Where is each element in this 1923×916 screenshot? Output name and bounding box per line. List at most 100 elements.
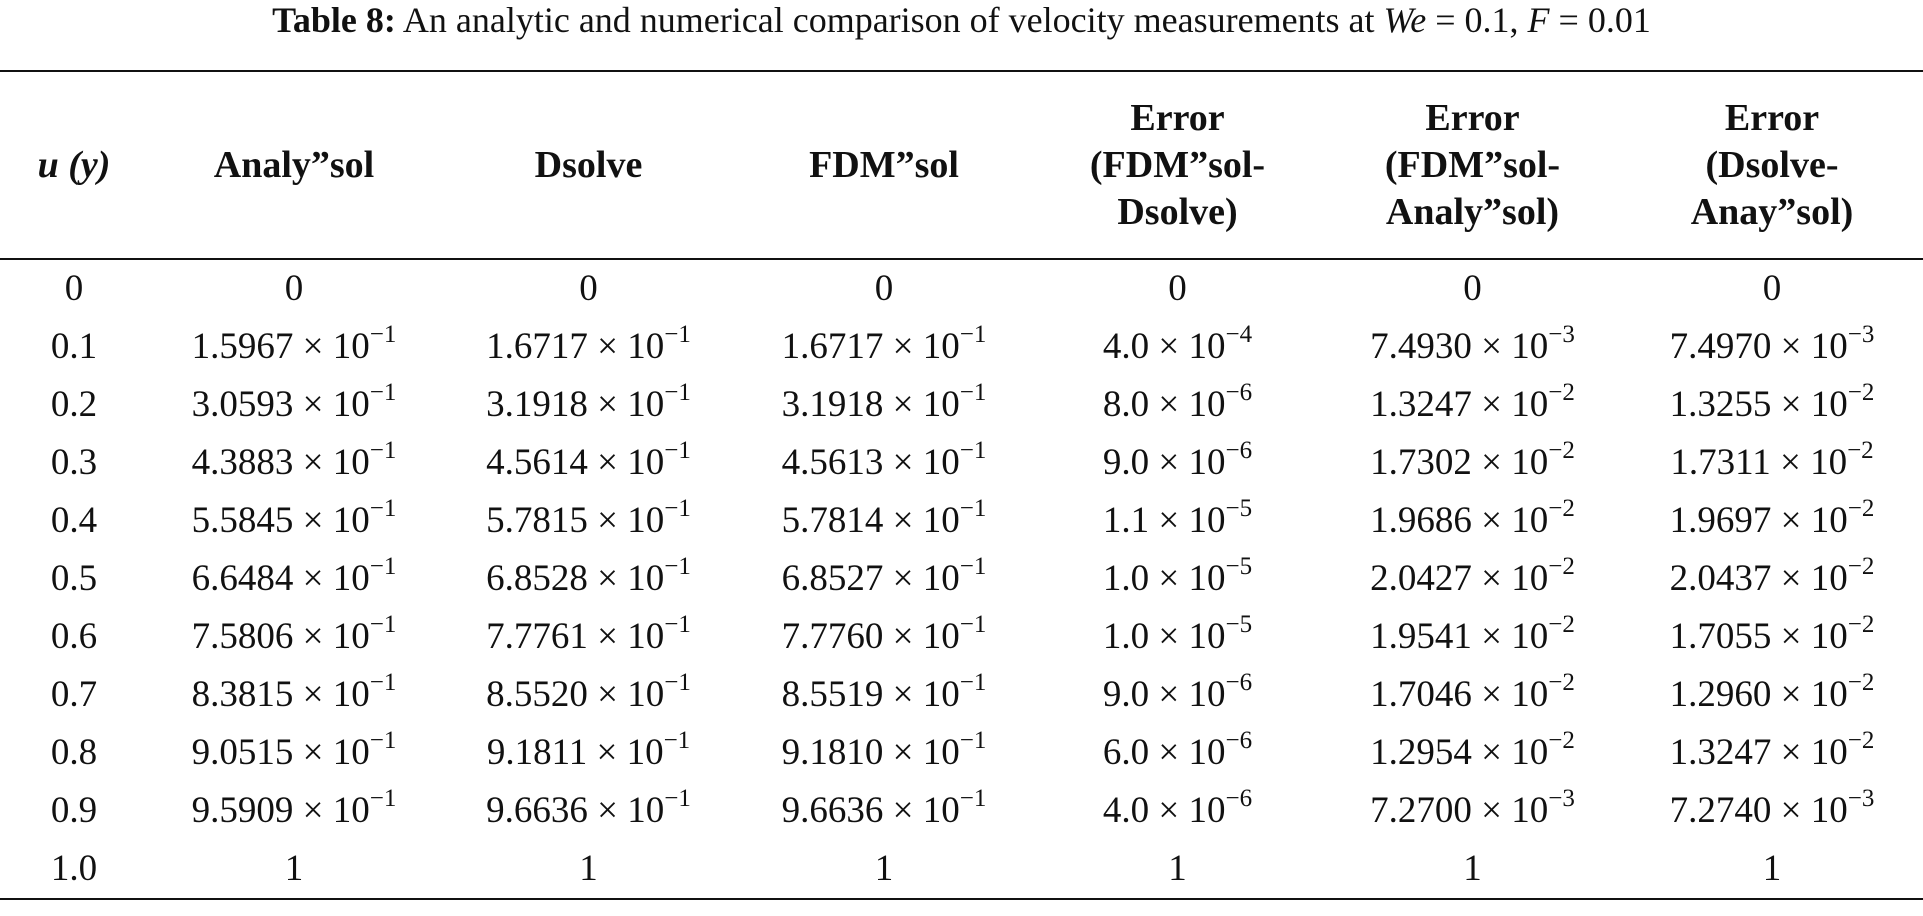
mantissa: 3.0593 — [191, 384, 294, 425]
table-cell-dsolve: 4.5614 × 10−1 — [440, 434, 737, 492]
times-ten: × 10 — [1149, 674, 1226, 715]
exponent: −1 — [369, 727, 397, 754]
table-cell-err-da: 1.3247 × 10−2 — [1621, 724, 1923, 782]
scientific-value: 6.0 × 10−6 — [1103, 728, 1252, 773]
exponent: −1 — [664, 611, 691, 638]
exponent: −1 — [959, 437, 987, 464]
exponent: −2 — [1548, 669, 1575, 696]
times-ten: × 10 — [1771, 674, 1848, 715]
scientific-value: 9.0 × 10−6 — [1102, 670, 1252, 715]
table-cell-err-da: 1.3255 × 10−2 — [1621, 376, 1923, 434]
exponent: −1 — [664, 321, 691, 348]
scientific-value: 1.2954 × 10−2 — [1370, 728, 1575, 773]
mantissa: 1.3247 — [1669, 732, 1772, 773]
exponent: −1 — [959, 727, 987, 754]
scientific-value: 4.5614 × 10−1 — [486, 438, 691, 483]
scientific-value: 1.9541 × 10−2 — [1370, 612, 1575, 657]
table-caption: Table 8: An analytic and numerical compa… — [0, 0, 1923, 40]
mantissa: 7.7760 — [781, 616, 884, 657]
table-row: 0.8 9.0515 × 10−1 9.1811 × 10−1 9.1810 × 10… — [0, 724, 1923, 782]
scientific-value: 1.7055 × 10−2 — [1670, 612, 1875, 657]
exponent: −6 — [1225, 437, 1253, 464]
scientific-value: 9.5909 × 10−1 — [192, 786, 397, 831]
mantissa: 1.2954 — [1370, 732, 1472, 773]
scientific-value: 4.0 × 10−6 — [1103, 786, 1252, 831]
table-cell-u: 0.3 — [50, 442, 98, 483]
exponent: −1 — [664, 785, 691, 812]
table-cell-err-fd: 0 — [1168, 268, 1187, 309]
times-ten: × 10 — [1471, 442, 1549, 483]
table-cell-err-fd: 9.0 × 10−6 — [1031, 666, 1324, 724]
table-cell-err-fd: 9.0 × 10−6 — [1031, 434, 1324, 492]
mantissa: 9.0515 — [191, 732, 294, 773]
table-cell-err-fd: 4.0 × 10−6 — [1031, 782, 1324, 840]
column-header-line: Dsolve) — [1117, 190, 1238, 233]
table-cell-u: 0.8 — [50, 732, 98, 773]
scientific-value: 1.0 × 10−5 — [1103, 612, 1252, 657]
exponent: −1 — [959, 379, 987, 406]
times-ten: × 10 — [587, 384, 665, 425]
scientific-value: 8.5519 × 10−1 — [782, 670, 987, 715]
scientific-value: 3.1918 × 10−1 — [486, 380, 691, 425]
scientific-value: 9.6636 × 10−1 — [782, 786, 987, 831]
exponent: −1 — [959, 553, 987, 580]
times-ten: × 10 — [1149, 500, 1226, 541]
table-cell-analy: 7.5806 × 10−1 — [148, 608, 440, 666]
table-cell-err-fa: 7.2700 × 10−3 — [1324, 782, 1621, 840]
mantissa: 7.7761 — [486, 616, 588, 657]
table-cell-analy: 9.0515 × 10−1 — [148, 724, 440, 782]
scientific-value: 3.0593 × 10−1 — [191, 380, 397, 425]
column-header-label: Analy”sol — [213, 143, 375, 186]
column-header-analy-sol: Analy”sol — [148, 70, 440, 260]
table-row: 0.2 3.0593 × 10−1 3.1918 × 10−1 3.1918 × 10… — [0, 376, 1923, 434]
column-header-label: FDM”sol — [809, 143, 959, 186]
times-ten: × 10 — [1149, 732, 1226, 773]
table-cell-fdm: 4.5613 × 10−1 — [737, 434, 1031, 492]
exponent: −2 — [1847, 437, 1874, 464]
exponent: −2 — [1847, 611, 1875, 638]
mantissa: 4.0 — [1102, 326, 1150, 367]
exponent: −1 — [664, 553, 691, 580]
table-cell-dsolve: 6.8528 × 10−1 — [440, 550, 737, 608]
scientific-value: 6.8528 × 10−1 — [486, 554, 691, 599]
times-ten: × 10 — [587, 674, 665, 715]
mantissa: 9.1811 — [486, 732, 588, 773]
table-row: 0.5 6.6484 × 10−1 6.8528 × 10−1 6.8527 × 10… — [0, 550, 1923, 608]
table-cell-dsolve: 9.6636 × 10−1 — [440, 782, 737, 840]
table-cell-fdm: 7.7760 × 10−1 — [737, 608, 1031, 666]
table-cell-analy: 8.3815 × 10−1 — [148, 666, 440, 724]
scientific-value: 1.2960 × 10−2 — [1670, 670, 1875, 715]
table-cell-err-fa: 1 — [1324, 840, 1621, 900]
table-cell-dsolve: 7.7761 × 10−1 — [440, 608, 737, 666]
scientific-value: 1.3247 × 10−2 — [1370, 380, 1575, 425]
scientific-value: 9.0 × 10−6 — [1103, 438, 1252, 483]
exponent: −1 — [663, 727, 691, 754]
exponent: −5 — [1225, 553, 1253, 580]
mantissa: 1.9541 — [1370, 616, 1472, 657]
table-cell-u: 0.4 — [50, 500, 98, 541]
exponent: −1 — [959, 495, 987, 522]
times-ten: × 10 — [587, 790, 665, 831]
exponent: −2 — [1548, 611, 1575, 638]
mantissa: 9.0 — [1102, 674, 1150, 715]
table-cell-err-fd: 1.1 × 10−5 — [1031, 492, 1324, 550]
scientific-value: 6.8527 × 10−1 — [782, 554, 987, 599]
scientific-value: 1.3255 × 10−2 — [1670, 380, 1875, 425]
table-row: 0.3 4.3883 × 10−1 4.5614 × 10−1 4.5613 × 10… — [0, 434, 1923, 492]
table-cell-fdm: 8.5519 × 10−1 — [737, 666, 1031, 724]
scientific-value: 2.0427 × 10−2 — [1370, 554, 1575, 599]
table-cell-fdm: 5.7814 × 10−1 — [737, 492, 1031, 550]
times-ten: × 10 — [1771, 326, 1848, 367]
exponent: −2 — [1548, 727, 1575, 754]
times-ten: × 10 — [1149, 442, 1226, 483]
mantissa: 4.5613 — [781, 442, 884, 483]
table-cell-u: 0.6 — [50, 616, 98, 657]
exponent: −3 — [1548, 785, 1575, 812]
caption-we-value: = 0.1, — [1435, 0, 1519, 40]
times-ten: × 10 — [293, 674, 370, 715]
scientific-value: 1.0 × 10−5 — [1103, 554, 1252, 599]
mantissa: 1.7311 — [1670, 442, 1771, 483]
times-ten: × 10 — [1770, 442, 1848, 483]
mantissa: 1.7046 — [1370, 674, 1472, 715]
times-ten: × 10 — [293, 442, 370, 483]
